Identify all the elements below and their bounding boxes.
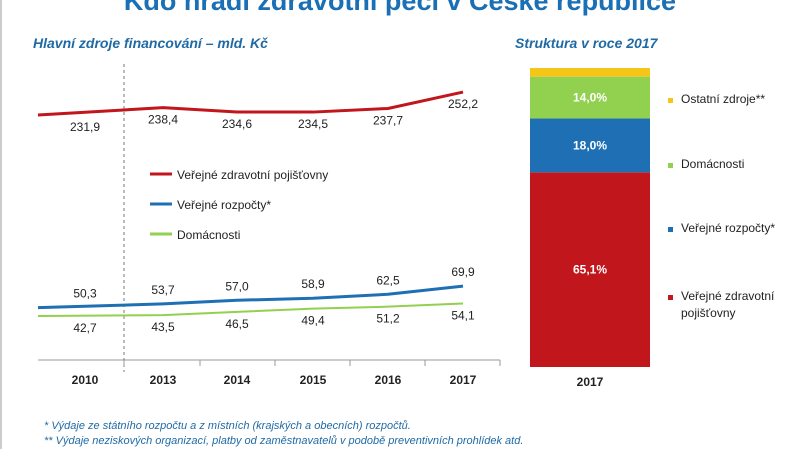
bar-segment	[530, 76, 650, 119]
data-label: 62,5	[376, 273, 400, 287]
legend-label: pojišťovny	[681, 306, 736, 320]
legend-label: Veřejné zdravotní pojišťovny	[177, 168, 328, 182]
data-label: 238,4	[148, 113, 178, 127]
legend-swatch	[668, 98, 673, 103]
data-label: 42,7	[73, 321, 97, 335]
legend-swatch	[668, 227, 673, 232]
legend-label: Domácnosti	[681, 157, 744, 171]
footnote-2: ** Výdaje neziskových organizací, platby…	[44, 435, 524, 447]
footnote-1: * Výdaje ze státního rozpočtu a z místní…	[44, 420, 411, 432]
legend-swatch	[668, 295, 673, 300]
data-label: 49,4	[301, 314, 325, 328]
data-label: 231,9	[70, 120, 100, 134]
data-label: 234,5	[298, 117, 328, 131]
bar-segment	[530, 68, 650, 77]
legend-swatch	[668, 163, 673, 168]
data-label: 53,7	[151, 283, 175, 297]
data-label: 50,3	[73, 287, 97, 301]
data-label: 54,1	[451, 308, 475, 322]
bar-segment-label: 14,0%	[573, 91, 607, 105]
data-label: 237,7	[373, 113, 403, 127]
x-tick-label: 2014	[224, 373, 251, 387]
x-tick-label: 2010	[72, 373, 99, 387]
data-label: 58,9	[301, 277, 325, 291]
x-tick-label: 2017	[450, 373, 477, 387]
legend-label: Veřejné rozpočty*	[681, 221, 775, 235]
page-title: Kdo hradí zdravotní péči v České republi…	[123, 0, 677, 16]
x-tick-label: 2016	[375, 373, 402, 387]
data-label: 252,2	[448, 97, 478, 111]
bar-segment-label: 18,0%	[573, 138, 607, 152]
window-edge	[0, 0, 2, 449]
bar-chart-title: Struktura v roce 2017	[515, 35, 658, 51]
data-label: 43,5	[151, 320, 175, 334]
x-tick-label: 2015	[300, 373, 327, 387]
data-label: 51,2	[376, 312, 400, 326]
bar-segment	[530, 118, 650, 173]
data-label: 57,0	[225, 279, 249, 293]
data-label: 234,6	[222, 117, 252, 131]
data-label: 46,5	[225, 317, 249, 331]
data-label: 69,9	[451, 265, 475, 279]
legend-label: Veřejné rozpočty*	[177, 198, 271, 212]
bar-segment	[530, 172, 650, 367]
legend-label: Domácnosti	[177, 228, 240, 242]
series-line-2	[37, 302, 464, 318]
x-tick-label: 2013	[150, 373, 177, 387]
legend-label: Veřejné zdravotní	[681, 289, 775, 303]
series-line-0	[37, 90, 464, 117]
bar-x-label: 2017	[577, 375, 604, 389]
bar-segment-label: 65,1%	[573, 263, 607, 277]
series-line-1	[37, 284, 464, 310]
line-chart-title: Hlavní zdroje financování – mld. Kč	[33, 35, 268, 51]
legend-label: Ostatní zdroje**	[681, 92, 765, 106]
